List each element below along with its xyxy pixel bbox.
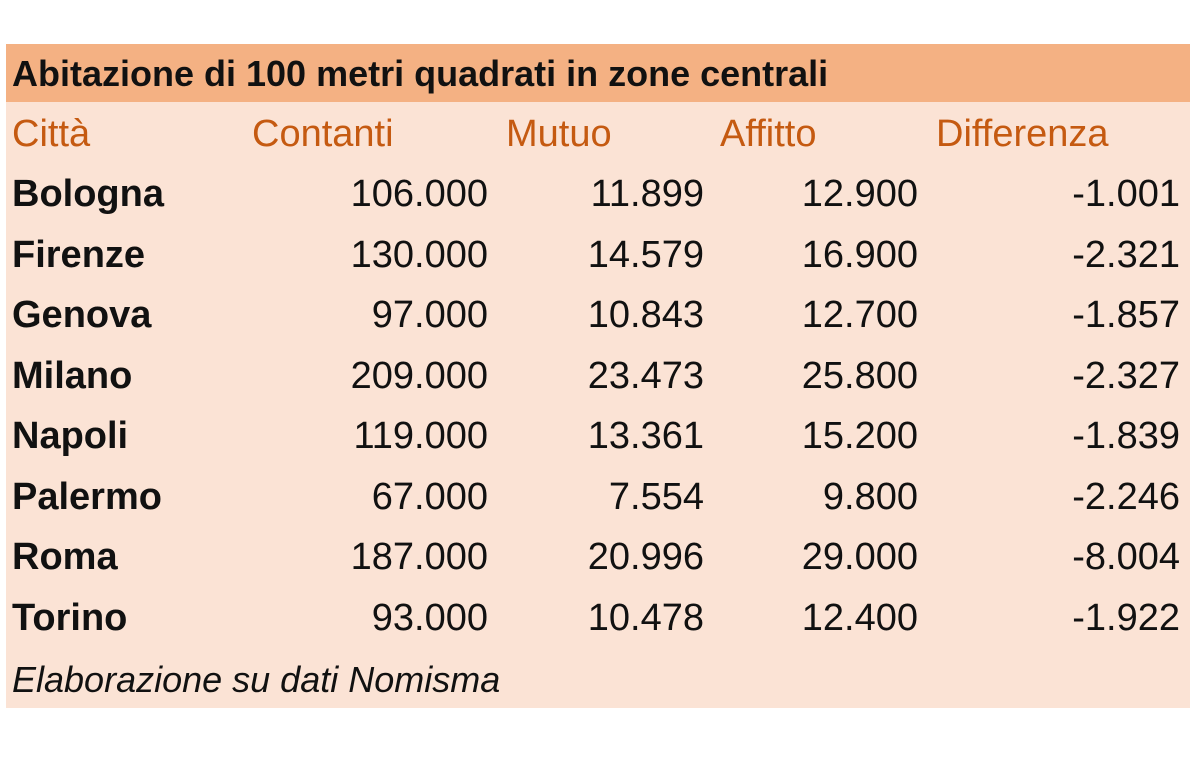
cell-citta: Roma (12, 536, 118, 578)
cell-affitto: 9.800 (822, 475, 918, 518)
data-table: Abitazione di 100 metri quadrati in zone… (6, 44, 1190, 708)
cell-differenza: -1.922 (1072, 596, 1180, 639)
table-row: Napoli 119.000 13.361 15.200 -1.839 (6, 406, 1190, 466)
cell-mutuo: 13.361 (587, 415, 704, 457)
column-header-affitto: Affitto (720, 113, 817, 155)
cell-mutuo: 11.899 (590, 173, 704, 215)
cell-citta: Torino (12, 596, 128, 639)
table-row: Palermo 67.000 7.554 9.800 -2.246 (6, 467, 1190, 527)
cell-contanti: 187.000 (350, 536, 488, 578)
cell-affitto: 16.900 (801, 233, 918, 276)
cell-differenza: -1.857 (1072, 294, 1180, 336)
cell-differenza: -2.321 (1072, 233, 1180, 276)
cell-mutuo: 7.554 (608, 475, 704, 518)
column-header-mutuo: Mutuo (506, 113, 612, 155)
table-row: Firenze 130.000 14.579 16.900 -2.321 (6, 225, 1190, 285)
cell-citta: Palermo (12, 475, 162, 518)
table-row: Torino 93.000 10.478 12.400 -1.922 (6, 588, 1190, 648)
cell-citta: Napoli (12, 415, 129, 457)
cell-affitto: 15.200 (801, 415, 918, 457)
cell-affitto: 29.000 (801, 536, 918, 578)
source-note: Elaborazione su dati Nomisma (12, 659, 501, 700)
cell-affitto: 12.900 (801, 173, 918, 215)
table-row: Milano 209.000 23.473 25.800 -2.327 (6, 346, 1190, 406)
table-row: Genova 97.000 10.843 12.700 -1.857 (6, 285, 1190, 345)
cell-contanti: 97.000 (371, 294, 488, 336)
column-header-contanti: Contanti (252, 113, 394, 155)
cell-differenza: -2.246 (1072, 475, 1180, 518)
cell-citta: Bologna (12, 173, 164, 215)
column-header-citta: Città (12, 113, 91, 155)
cell-contanti: 119.000 (353, 415, 488, 457)
cell-affitto: 12.700 (801, 294, 918, 336)
cell-mutuo: 20.996 (587, 536, 704, 578)
cell-differenza: -8.004 (1072, 536, 1180, 578)
cell-affitto: 25.800 (801, 354, 918, 397)
cell-citta: Milano (12, 354, 133, 397)
cell-contanti: 209.000 (350, 354, 488, 397)
header-row: Città Contanti Mutuo Affitto Differenza (6, 106, 1190, 162)
cell-mutuo: 14.579 (587, 233, 704, 276)
cell-contanti: 93.000 (371, 596, 488, 639)
cell-affitto: 12.400 (801, 596, 918, 639)
cell-differenza: -1.001 (1072, 173, 1180, 215)
cell-contanti: 130.000 (350, 233, 488, 276)
cell-mutuo: 10.478 (587, 596, 704, 639)
cell-citta: Firenze (12, 233, 146, 276)
title-bar: Abitazione di 100 metri quadrati in zone… (6, 44, 1190, 102)
table-row: Roma 187.000 20.996 29.000 -8.004 (6, 527, 1190, 587)
cell-contanti: 67.000 (371, 475, 488, 518)
table-title: Abitazione di 100 metri quadrati in zone… (12, 53, 829, 94)
cell-differenza: -2.327 (1072, 354, 1180, 397)
table-row: Bologna 106.000 11.899 12.900 -1.001 (6, 164, 1190, 224)
cell-differenza: -1.839 (1072, 415, 1180, 457)
column-header-differenza: Differenza (936, 113, 1109, 155)
cell-mutuo: 10.843 (587, 294, 704, 336)
cell-contanti: 106.000 (350, 173, 488, 215)
cell-citta: Genova (12, 294, 152, 336)
cell-mutuo: 23.473 (587, 354, 704, 397)
